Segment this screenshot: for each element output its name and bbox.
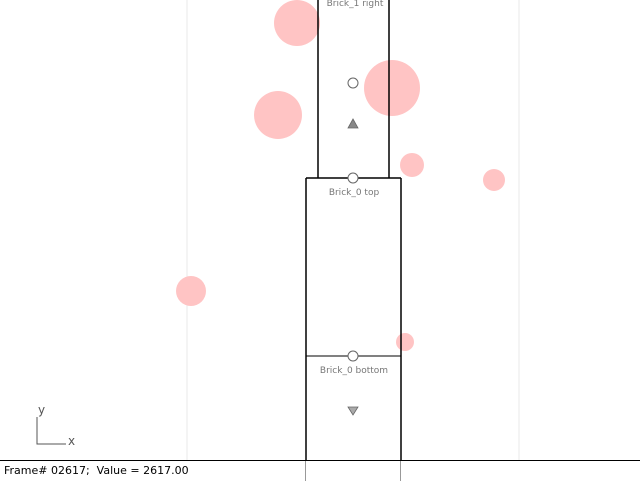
axis-gizmo: y x [36,403,75,448]
axis-y-label: y [38,403,45,417]
up-triangle-marker[interactable] [347,118,359,129]
ball[interactable] [254,91,302,139]
ball[interactable] [274,0,320,46]
label-brick1-right: Brick_1 right [327,0,384,9]
status-text: Frame# 02617; Value = 2617.00 [4,464,189,477]
circle-marker[interactable] [347,77,359,89]
ball[interactable] [364,60,420,116]
brick-0-left-continuation [305,461,306,481]
status-bar: Frame# 02617; Value = 2617.00 [0,460,640,481]
anchor-brick0-top[interactable] [347,172,359,184]
brick-0[interactable] [305,177,402,460]
anchor-brick0-bottom[interactable] [347,350,359,362]
balls [176,0,505,351]
label-brick0-bottom: Brick_0 bottom [320,366,388,376]
brick-1[interactable] [317,0,390,178]
brick-0-right-continuation [400,461,401,481]
label-brick0-top: Brick_0 top [329,188,380,198]
axis-x-label: x [68,434,75,448]
down-triangle-marker[interactable] [347,406,359,416]
ball[interactable] [400,153,424,177]
scene-viewport[interactable]: Brick_1 right Brick_0 top Brick_0 bottom… [0,0,640,460]
ball[interactable] [396,333,414,351]
ball[interactable] [176,276,206,306]
ball[interactable] [483,169,505,191]
